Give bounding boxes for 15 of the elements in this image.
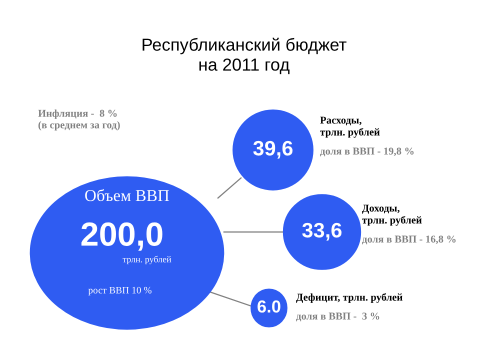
- text: доля в ВВП - 3 %: [296, 312, 380, 322]
- category-label: Дефицит, трлн. рублей: [296, 293, 402, 303]
- data-label: 39,6: [253, 140, 293, 159]
- text: доля в ВВП - 19,8 %: [320, 148, 414, 156]
- text: рост ВВП 10 %: [88, 286, 152, 296]
- data-label: 200,0: [81, 222, 162, 251]
- category-label: Объем ВВП: [85, 189, 170, 202]
- text: Инфляция - 8 % (в среднем за год): [38, 109, 120, 131]
- category-label: Расходы, трлн. рублей: [320, 116, 380, 138]
- data-label: 6.0: [258, 300, 280, 313]
- text: Республиканский бюджет на 2011 год: [142, 38, 346, 74]
- text: трлн. рублей: [122, 256, 172, 264]
- category-label: Доходы, трлн. рублей: [362, 204, 422, 226]
- text: доля в ВВП - 16,8 %: [362, 236, 456, 244]
- data-label: 33,6: [302, 222, 342, 241]
